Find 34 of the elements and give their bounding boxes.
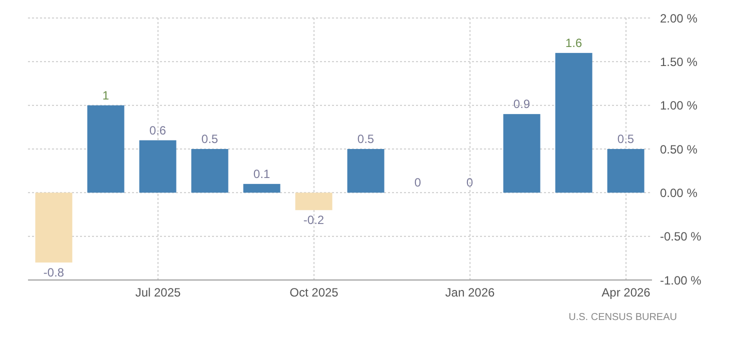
bar bbox=[607, 149, 644, 193]
x-tick-label: Jul 2025 bbox=[135, 286, 182, 300]
y-tick-label: 0.50 % bbox=[660, 142, 698, 156]
bar bbox=[139, 140, 176, 193]
bar bbox=[35, 192, 72, 263]
bar bbox=[243, 184, 280, 193]
data-label: 0.9 bbox=[513, 97, 530, 112]
data-label: 0 bbox=[466, 176, 474, 190]
x-tick-label: Apr 2026 bbox=[602, 286, 651, 300]
y-tick-label: 2.00 % bbox=[660, 11, 698, 26]
data-label: 0.1 bbox=[253, 166, 270, 181]
data-label: -0.2 bbox=[303, 213, 324, 228]
data-label: 0.6 bbox=[149, 123, 166, 138]
bar bbox=[87, 105, 124, 193]
y-tick-label: 1.50 % bbox=[660, 54, 698, 69]
x-tick-label: Jan 2026 bbox=[445, 286, 496, 300]
x-tick-label: Oct 2025 bbox=[290, 286, 339, 300]
data-label: -0.8 bbox=[43, 266, 64, 280]
bar bbox=[347, 149, 384, 193]
bar bbox=[191, 149, 228, 193]
data-label: 0 bbox=[414, 176, 422, 190]
bar bbox=[503, 114, 540, 193]
text: U.S. CENSUS BUREAU bbox=[568, 312, 677, 323]
y-tick-label: -0.50 % bbox=[660, 230, 702, 244]
bar bbox=[555, 52, 592, 193]
y-tick-label: -1.00 % bbox=[660, 273, 702, 288]
data-label: 0.5 bbox=[617, 132, 634, 146]
data-label: 1.6 bbox=[565, 36, 582, 50]
y-tick-label: 0.00 % bbox=[660, 186, 698, 200]
data-label: 0.5 bbox=[357, 132, 374, 146]
data-label: 1 bbox=[102, 88, 110, 102]
bar bbox=[295, 192, 332, 210]
y-tick-label: 1.00 % bbox=[660, 98, 698, 113]
data-label: 0.5 bbox=[201, 132, 218, 146]
